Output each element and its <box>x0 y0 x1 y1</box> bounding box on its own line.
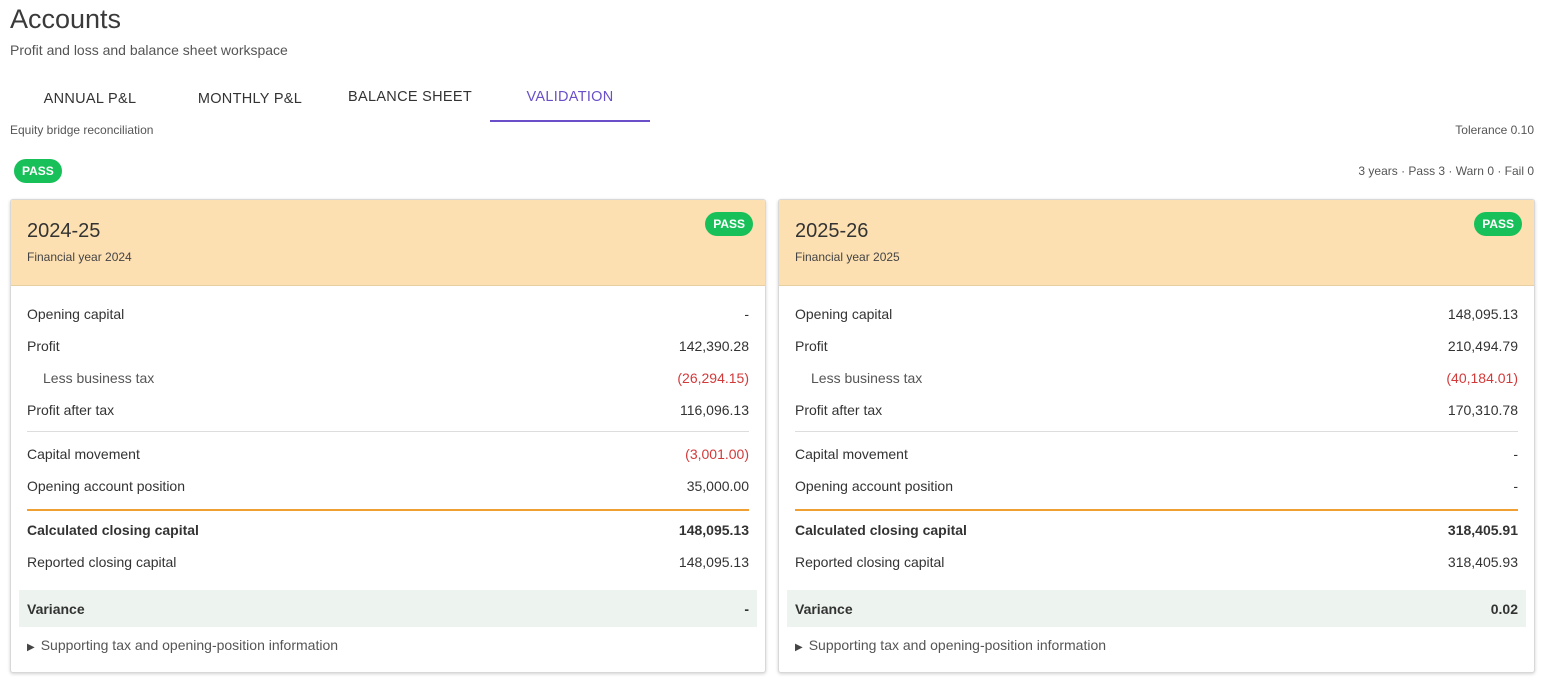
variance-row: Variance - <box>19 590 757 627</box>
tab-annual-pl[interactable]: ANNUAL P&L <box>43 91 137 107</box>
row-label: Reported closing capital <box>27 554 177 570</box>
divider <box>27 431 749 432</box>
card-rows: Opening capital 148,095.13 Profit 210,49… <box>779 286 1534 578</box>
row-value: - <box>1513 478 1518 494</box>
variance-row: Variance 0.02 <box>787 590 1526 627</box>
row-label: Less business tax <box>811 370 923 386</box>
row-opening-account-position: Opening account position - <box>795 470 1518 502</box>
row-label: Profit after tax <box>27 402 115 418</box>
row-value: (3,001.00) <box>685 446 749 462</box>
status-badge: PASS <box>1474 212 1522 236</box>
supporting-info-toggle[interactable]: ▶ Supporting tax and opening-position inf… <box>27 637 338 653</box>
row-value: (26,294.15) <box>677 370 749 386</box>
row-opening-capital: Opening capital - <box>27 298 749 330</box>
year-card: 2025-26 Financial year 2025 PASS Opening… <box>778 199 1535 673</box>
card-header: 2025-26 Financial year 2025 PASS <box>779 200 1534 286</box>
row-label: Calculated closing capital <box>795 522 967 538</box>
divider-highlight <box>27 509 749 511</box>
row-label: Calculated closing capital <box>27 522 199 538</box>
row-value: (40,184.01) <box>1446 370 1518 386</box>
row-value: 148,095.13 <box>678 522 749 538</box>
row-calculated-closing-capital: Calculated closing capital 318,405.91 <box>795 514 1518 546</box>
row-reported-closing-capital: Reported closing capital 148,095.13 <box>27 546 749 578</box>
card-financial-year: Financial year 2025 <box>795 250 900 264</box>
row-less-business-tax: Less business tax (40,184.01) <box>795 362 1518 394</box>
card-header: 2024-25 Financial year 2024 PASS <box>11 200 765 286</box>
card-year: 2025-26 <box>795 220 869 242</box>
row-capital-movement: Capital movement - <box>795 438 1518 470</box>
row-profit: Profit 210,494.79 <box>795 330 1518 362</box>
row-value: 116,096.13 <box>679 402 749 418</box>
row-label: Profit after tax <box>795 402 883 418</box>
row-opening-account-position: Opening account position 35,000.00 <box>27 470 749 502</box>
tab-balance-sheet[interactable]: BALANCE SHEET <box>348 89 472 105</box>
row-value: - <box>744 306 749 322</box>
page-title: Accounts <box>10 4 122 34</box>
overall-status: PASS <box>14 159 62 183</box>
row-profit-after-tax: Profit after tax 116,096.13 <box>27 394 749 426</box>
row-value: 318,405.91 <box>1447 522 1518 538</box>
row-value: - <box>1513 446 1518 462</box>
year-card: 2024-25 Financial year 2024 PASS Opening… <box>10 199 766 673</box>
row-label: Opening account position <box>27 478 185 494</box>
row-capital-movement: Capital movement (3,001.00) <box>27 438 749 470</box>
row-label: Capital movement <box>795 446 908 462</box>
card-year: 2024-25 <box>27 220 101 242</box>
triangle-right-icon: ▶ <box>27 642 35 653</box>
row-value: 318,405.93 <box>1447 554 1518 570</box>
row-value: 148,095.13 <box>1447 306 1518 322</box>
validation-summary: 3 years · Pass 3 · Warn 0 · Fail 0 <box>1358 164 1534 178</box>
tab-bar: ANNUAL P&L MONTHLY P&L BALANCE SHEET VAL… <box>10 76 650 122</box>
tolerance-text: Tolerance 0.10 <box>1455 123 1534 137</box>
row-label: Opening account position <box>795 478 953 494</box>
row-opening-capital: Opening capital 148,095.13 <box>795 298 1518 330</box>
row-label: Opening capital <box>27 306 125 322</box>
row-label: Profit <box>27 338 60 354</box>
row-label: Opening capital <box>795 306 893 322</box>
row-profit-after-tax: Profit after tax 170,310.78 <box>795 394 1518 426</box>
variance-value: 0.02 <box>1490 600 1518 617</box>
tab-monthly-pl[interactable]: MONTHLY P&L <box>197 91 303 107</box>
divider <box>795 431 1518 432</box>
variance-label: Variance <box>795 600 853 617</box>
row-calculated-closing-capital: Calculated closing capital 148,095.13 <box>27 514 749 546</box>
card-rows: Opening capital - Profit 142,390.28 Less… <box>11 286 765 578</box>
row-value: 35,000.00 <box>686 478 749 494</box>
supporting-info-label: Supporting tax and opening-position info… <box>808 637 1107 653</box>
triangle-right-icon: ▶ <box>795 642 803 653</box>
variance-label: Variance <box>27 600 85 617</box>
card-financial-year: Financial year 2024 <box>27 250 132 264</box>
row-value: 170,310.78 <box>1447 402 1518 418</box>
status-badge: PASS <box>14 159 62 183</box>
variance-value: - <box>744 600 749 617</box>
row-less-business-tax: Less business tax (26,294.15) <box>27 362 749 394</box>
row-value: 142,390.28 <box>678 338 749 354</box>
row-label: Profit <box>795 338 828 354</box>
page-subtitle: Profit and loss and balance sheet worksp… <box>10 42 288 58</box>
row-label: Capital movement <box>27 446 140 462</box>
row-profit: Profit 142,390.28 <box>27 330 749 362</box>
status-badge: PASS <box>705 212 753 236</box>
supporting-info-toggle[interactable]: ▶ Supporting tax and opening-position inf… <box>795 637 1106 653</box>
row-value: 210,494.79 <box>1447 338 1518 354</box>
tab-validation[interactable]: VALIDATION <box>490 76 650 122</box>
supporting-info-label: Supporting tax and opening-position info… <box>40 637 339 653</box>
row-label: Less business tax <box>43 370 155 386</box>
divider-highlight <box>795 509 1518 511</box>
row-value: 148,095.13 <box>678 554 749 570</box>
row-label: Reported closing capital <box>795 554 945 570</box>
section-label: Equity bridge reconciliation <box>10 123 154 137</box>
row-reported-closing-capital: Reported closing capital 318,405.93 <box>795 546 1518 578</box>
